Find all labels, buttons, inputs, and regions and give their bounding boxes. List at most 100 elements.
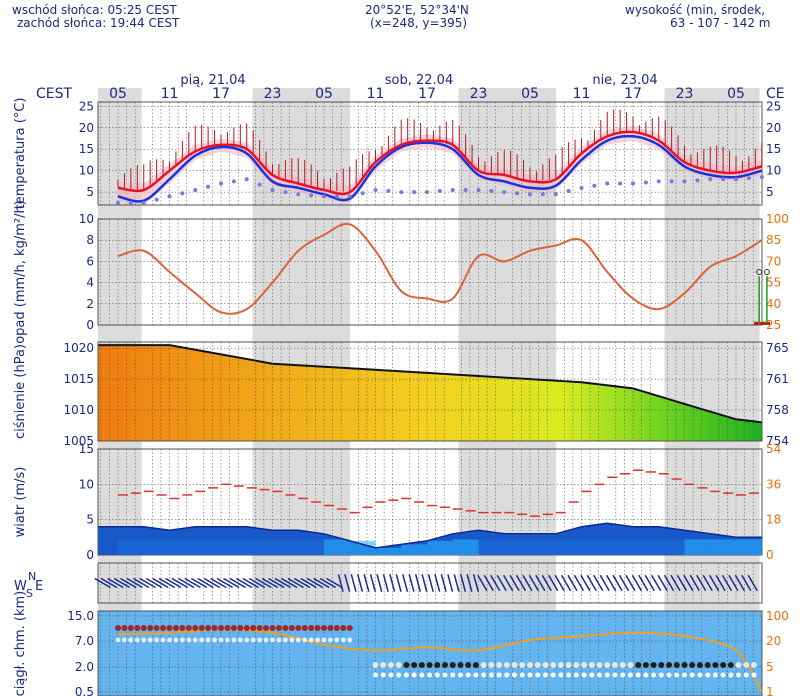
sunrise-text: wschód słońca: 05:25 CEST (12, 3, 177, 17)
cloud-dot (504, 672, 510, 678)
timezone-label-left: CEST (36, 86, 73, 102)
cloud-dot (720, 662, 727, 668)
cloud-dot (480, 662, 487, 668)
dew-point-marker (618, 181, 623, 186)
wind-speed-band (427, 540, 453, 555)
wind-direction-arrow (369, 574, 376, 592)
wind-direction-arrow (113, 577, 131, 589)
cloud-dot (179, 625, 186, 631)
wind-direction-arrow (300, 577, 317, 589)
temperature-right-tick-label: 5 (766, 185, 774, 199)
cloud-dot (472, 662, 479, 668)
wind-speed-band (118, 539, 144, 555)
wind-right-tick-label: 54 (766, 442, 781, 456)
clouds-right-tick-label: 100 (766, 609, 789, 623)
cloud-dot (449, 662, 456, 668)
wind-direction-arrow (496, 574, 507, 592)
dew-point-marker (386, 189, 391, 194)
cloud-dot (481, 672, 487, 678)
cloud-dot (340, 637, 346, 643)
cloud-dot (327, 625, 334, 631)
wind-direction-arrow (100, 577, 118, 589)
dew-point-marker (322, 194, 326, 199)
wind-direction-arrow (657, 574, 668, 592)
wind-direction-arrow (281, 577, 298, 589)
clouds-tick-label: 0.5 (75, 685, 94, 696)
cloud-dot (565, 662, 572, 668)
sunset-text: zachód słońca: 19:44 CEST (17, 16, 180, 30)
wind-direction-arrow (522, 574, 533, 592)
cloud-dot (270, 637, 275, 643)
wind-speed-band (736, 539, 762, 555)
cloud-dot (434, 662, 441, 668)
temperature-series-blue (117, 134, 763, 203)
dew-point-marker (746, 176, 751, 181)
dew-point-marker (566, 189, 571, 194)
cloud-dot (442, 672, 448, 678)
clouds-frame (97, 610, 763, 696)
cloud-dot (147, 625, 154, 631)
dew-point-marker (592, 183, 597, 188)
dew-point-marker (116, 200, 120, 205)
cloud-dot (696, 662, 703, 668)
wind-direction-arrow (515, 574, 527, 592)
wind-axis-label: wiatr (m/s) (13, 467, 28, 538)
cloud-dot (712, 662, 719, 668)
dew-point-marker (708, 177, 713, 182)
grid-point-text: (x=248, y=395) (370, 16, 468, 30)
hour-tick-label: 17 (418, 86, 436, 102)
wind-direction-arrow (638, 574, 649, 592)
dew-point-marker (193, 187, 198, 192)
wind-direction-arrow (459, 574, 467, 592)
wind-direction-arrow (197, 577, 214, 589)
dew-point-marker (283, 190, 288, 195)
wind-direction-arrow (689, 574, 700, 592)
cloud-dot (527, 672, 533, 678)
wind-speed-band (607, 539, 633, 555)
dew-point-marker (669, 179, 674, 184)
wind-direction-arrow (573, 574, 585, 592)
cloud-dot (743, 662, 750, 668)
cloud-dot (720, 672, 726, 678)
cloud-dot (596, 662, 603, 668)
cloud-dot (550, 662, 557, 668)
wind-speed-band (504, 539, 530, 555)
cloud-dot (627, 662, 634, 668)
wind-speed-band (246, 539, 273, 555)
dew-point-marker (154, 197, 159, 202)
cloud-dot (658, 672, 664, 678)
cloud-dot (751, 672, 757, 678)
wind-direction-arrow (171, 577, 188, 589)
temperature-right-tick-label: 15 (766, 142, 781, 156)
precipitation-right-tick-label: 55 (766, 276, 781, 290)
cloud-dot (314, 625, 321, 631)
cloud-dot (488, 662, 495, 668)
dew-point-marker (450, 187, 455, 192)
cloud-dot (257, 637, 263, 643)
wind-direction-arrow (178, 577, 195, 589)
wind-speed-band (658, 539, 685, 555)
day-label: pią, 21.04 (180, 73, 245, 88)
cloud-dot (192, 637, 198, 643)
wind-direction-arrow (344, 574, 351, 592)
cloud-dot (340, 625, 347, 631)
cloud-dot (581, 672, 587, 678)
cloud-dot (419, 672, 425, 678)
cloud-dot (186, 637, 192, 643)
precipitation-tick-label: 4 (86, 276, 94, 290)
wind-direction-arrow (287, 577, 304, 589)
wind-direction-arrow (248, 577, 266, 589)
wind-direction-arrow (644, 574, 655, 592)
wind-direction-arrow (94, 577, 111, 589)
dew-point-marker (360, 191, 365, 196)
cloud-dot (192, 625, 199, 631)
cloud-dot (172, 625, 179, 631)
wind-direction-arrow (466, 574, 473, 592)
cloud-dot (282, 625, 289, 631)
cloud-dot (674, 672, 680, 678)
cloud-dot (457, 662, 464, 668)
dew-point-marker (141, 200, 146, 205)
cloud-dot (167, 637, 172, 643)
wind-direction-arrow (670, 574, 681, 592)
cloud-dot (712, 672, 718, 678)
